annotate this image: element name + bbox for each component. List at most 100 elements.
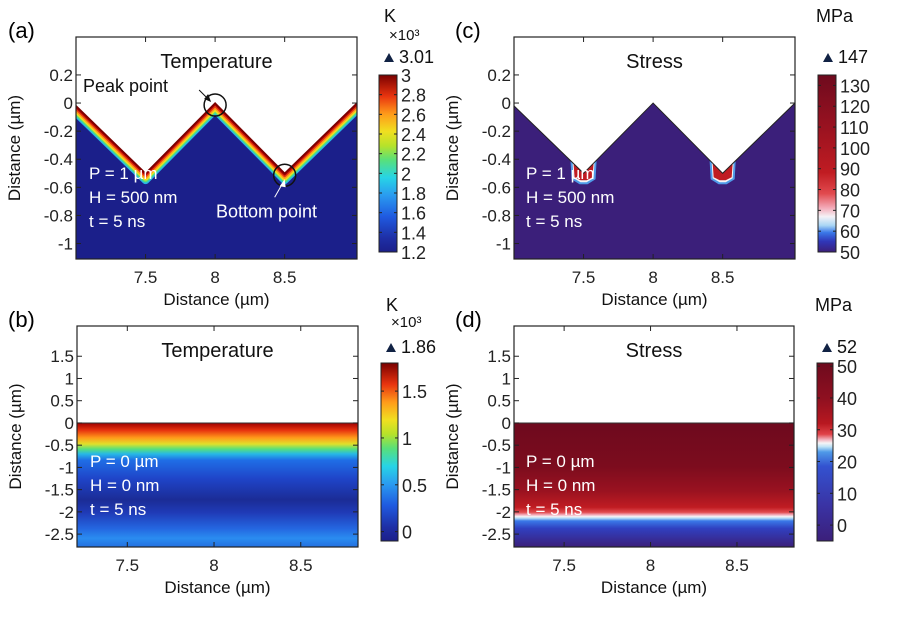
colorbar-max-value: 52 <box>837 337 857 357</box>
colorbar-tick-label: 30 <box>837 421 857 441</box>
stress-field <box>514 422 794 547</box>
y-tick-label: 0 <box>64 94 73 113</box>
y-tick-label: -0.6 <box>482 178 511 197</box>
y-tick-label: 1 <box>65 369 74 388</box>
y-tick-label: -2 <box>496 503 511 522</box>
plot-frame <box>75 36 358 260</box>
colorbar-tick-label: 110 <box>840 118 869 138</box>
y-tick-label: -0.2 <box>44 122 73 141</box>
field-d <box>514 422 794 547</box>
y-tick-label: 1 <box>502 369 511 388</box>
colorbar-tick-label: 40 <box>837 389 857 409</box>
y-tick-label: -0.4 <box>482 150 511 169</box>
colorbar-tick-label: 1.2 <box>401 243 426 263</box>
y-tick-label: -1 <box>58 235 73 254</box>
x-tick-label: 7.5 <box>572 268 596 287</box>
parameter-annotation: H = 0 nm <box>90 476 159 495</box>
parameter-annotation: P = 1 µm <box>526 164 595 183</box>
parameter-annotation: H = 500 nm <box>89 188 177 207</box>
panel-c: (c) 7.5 8 8.5 0.2 0 -0.2 -0.4 -0.6 -0.8 -1 Distance… <box>443 6 870 309</box>
field-a <box>76 37 357 259</box>
peak-arrowhead-icon <box>204 94 212 103</box>
colorbar-tick-label: 120 <box>840 97 870 117</box>
y-tick-label: 0.2 <box>49 66 73 85</box>
colorbar-tick-label: 20 <box>837 453 857 473</box>
colorbar-tick-label: 0 <box>837 516 847 536</box>
panel-label: (c) <box>455 18 481 43</box>
parameter-annotation: H = 0 nm <box>526 476 595 495</box>
y-tick-label: -2.5 <box>45 525 74 544</box>
parameter-annotation: t = 5 ns <box>89 212 145 231</box>
x-tick-label: 8.5 <box>289 556 313 575</box>
colorbar-max-value: 147 <box>838 47 868 67</box>
x-tick-label: 8.5 <box>273 268 297 287</box>
substrate-region <box>514 103 795 259</box>
y-tick-label: 0 <box>502 414 511 433</box>
plot-frame <box>513 36 796 260</box>
y-axis-label: Distance (µm) <box>5 95 24 201</box>
colorbar-multiplier: ×10³ <box>389 27 419 44</box>
field-c <box>514 37 795 259</box>
y-tick-label: -0.4 <box>44 150 73 169</box>
x-tick-label: 8 <box>648 268 657 287</box>
colorbar <box>816 362 834 542</box>
y-tick-label: 0 <box>65 414 74 433</box>
y-tick-label: 0.2 <box>487 66 511 85</box>
colorbar-tick-label: 10 <box>837 484 857 504</box>
y-tick-label: -0.5 <box>482 436 511 455</box>
parameter-annotation: P = 0 µm <box>526 452 595 471</box>
colorbar-tick-label: 0 <box>402 523 412 543</box>
panel-b: (b) 7.5 8 8.5 1.5 1 0.5 0 -0.5 -1 -1.5 -2 -2.5 Distan… <box>6 295 436 597</box>
y-axis-label: Distance (µm) <box>6 383 25 489</box>
y-tick-label: 0 <box>502 94 511 113</box>
colorbar-tick-label: 2.6 <box>401 105 426 125</box>
x-tick-label: 7.5 <box>115 556 139 575</box>
colorbar-tick-label: 2.4 <box>401 125 426 145</box>
colorbar-tick-label: 1.6 <box>401 204 426 224</box>
substrate-region <box>76 103 357 259</box>
y-tick-label: 0.5 <box>50 392 74 411</box>
x-tick-label: 7.5 <box>552 556 576 575</box>
temperature-field <box>77 422 358 547</box>
colorbar-unit: MPa <box>816 6 854 26</box>
y-tick-label: 1.5 <box>50 347 74 366</box>
y-tick-label: -1 <box>59 458 74 477</box>
panel-d: (d) 7.5 8 8.5 1.5 1 0.5 0 -0.5 -1 -1.5 -2 -2.5 Distan… <box>443 295 857 597</box>
y-tick-label: -1.5 <box>45 481 74 500</box>
colorbar-tick-label: 1 <box>402 429 412 449</box>
x-axis-label: Distance (µm) <box>163 290 269 309</box>
colorbar-tick-label: 100 <box>840 139 870 159</box>
air-region <box>76 37 357 174</box>
y-tick-label: -0.5 <box>45 436 74 455</box>
panel-a: (a) 7.5 8 8.5 0.2 0 -0.2 -0.4 -0.6 -0.8 -1 Distance… <box>5 6 434 309</box>
y-tick-label: 0.5 <box>487 392 511 411</box>
max-marker-triangle-icon <box>384 53 394 62</box>
chart-title: Stress <box>626 340 683 362</box>
panel-label: (b) <box>8 307 35 332</box>
colorbar-unit: K <box>384 6 396 26</box>
x-axis-label: Distance (µm) <box>601 290 707 309</box>
y-tick-label: -0.8 <box>44 206 73 225</box>
colorbar-tick-label: 3 <box>401 66 411 86</box>
surface-edge <box>514 102 795 174</box>
parameter-annotation: t = 5 ns <box>526 212 582 231</box>
colorbar <box>378 74 398 253</box>
plot-frame <box>76 325 359 548</box>
chart-title: Stress <box>626 51 683 73</box>
colorbar-max-value: 3.01 <box>399 47 434 67</box>
x-tick-label: 8.5 <box>725 556 749 575</box>
peak-point-label: Peak point <box>83 76 168 96</box>
surface-edge <box>76 101 357 175</box>
colorbar-tick-label: 130 <box>840 76 870 96</box>
x-tick-label: 8 <box>646 556 655 575</box>
colorbar-tick-label: 1.8 <box>401 184 426 204</box>
x-tick-label: 8 <box>210 268 219 287</box>
colorbar-tick-label: 1.5 <box>402 382 427 402</box>
colorbar-tick-label: 2.8 <box>401 86 426 106</box>
x-axis-label: Distance (µm) <box>601 578 707 597</box>
y-tick-label: -0.2 <box>482 122 511 141</box>
x-tick-label: 8 <box>209 556 218 575</box>
chart-title: Temperature <box>160 51 272 73</box>
plot-frame <box>513 325 795 548</box>
